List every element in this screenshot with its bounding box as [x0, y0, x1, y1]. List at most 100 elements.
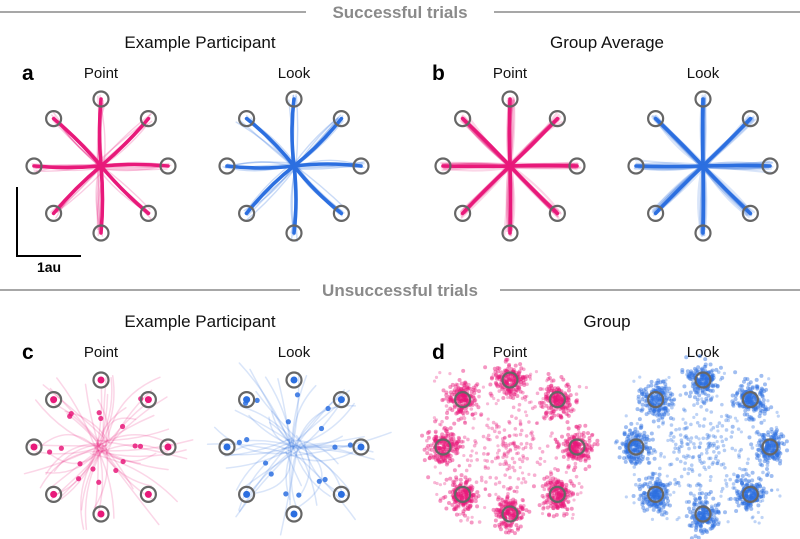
panel-d-point-gaze-point: [574, 448, 579, 453]
panel-d-look-gaze-point: [746, 503, 751, 508]
panel-d-point-gaze-point: [420, 433, 425, 438]
panel-d-point-gaze-point: [513, 447, 518, 451]
panel-d-look-gaze-point: [749, 503, 754, 508]
panel-d-point-gaze-point: [507, 466, 512, 471]
panel-d-point-gaze-point: [516, 477, 521, 481]
panel-d-point-gaze-point: [518, 516, 523, 521]
panel-d-point-gaze-point: [438, 483, 443, 487]
panel-d-look-gaze-point: [717, 450, 721, 455]
panel-d-point-gaze-point: [507, 501, 512, 506]
panel-d-look-gaze-point: [769, 427, 774, 432]
panel-d-point-gaze-point: [485, 452, 490, 457]
panel-c-point-trial-trace: [42, 384, 106, 439]
panel-d-point-gaze-point: [543, 459, 547, 464]
panel-d-look-gaze-point: [635, 459, 640, 464]
panel-b-point-mean-trajectory: [508, 163, 579, 168]
panel-d-point-gaze-point: [523, 445, 528, 450]
panel-d-point-gaze-point: [564, 397, 569, 402]
panel-d-point-gaze-point: [488, 391, 493, 396]
panel-d-look-gaze-point: [628, 428, 632, 432]
panel-d-look-gaze-point: [724, 418, 728, 423]
panel-d-look-gaze-point: [638, 425, 643, 430]
panel-a-point-target-ring: [25, 157, 43, 175]
panel-d-look-gaze-point: [639, 423, 644, 428]
panel-d-look-gaze-point: [664, 384, 668, 389]
panel-d-point-gaze-point: [513, 501, 518, 506]
panel-d-point-gaze-point: [566, 426, 571, 431]
panel-d-look-gaze-point: [751, 407, 756, 412]
panel-d-point-gaze-point: [564, 512, 569, 517]
panel-d-look-gaze-point: [710, 523, 715, 528]
panel-d-point-gaze-point: [552, 493, 557, 497]
panel-d-look-gaze-point: [744, 502, 749, 507]
panel-d-point-gaze-point: [497, 524, 502, 529]
panel-d-point-gaze-point: [557, 481, 562, 486]
panel-d-look-gaze-point: [655, 493, 660, 498]
panel-d-look-gaze-point: [738, 402, 743, 407]
panel-d-point-gaze-point: [497, 377, 502, 382]
panel-d-look-gaze-point: [745, 400, 750, 405]
panel-d-point-gaze-point: [571, 491, 576, 496]
scale-bar: 1au: [16, 187, 81, 275]
panel-c-point-trial-trace: [45, 450, 99, 474]
panel-d-look-gaze-point: [687, 446, 691, 451]
panel-d-look-gaze-point: [663, 399, 668, 404]
panel-d-look-gaze-point: [698, 487, 702, 492]
panel-d-look-gaze-point: [703, 381, 708, 386]
panel-d-point-gaze-point: [563, 448, 568, 453]
panel-d-point-gaze-point: [545, 494, 550, 499]
panel-d-point-gaze-point: [461, 402, 466, 407]
panel-d-look-gaze-point: [669, 462, 674, 467]
panel-d-point-gaze-point: [544, 396, 549, 401]
panel-d-look-gaze-point: [644, 442, 648, 447]
panel-d-point-gaze-point: [556, 441, 561, 446]
panel-c-point-label: Point: [84, 344, 119, 361]
panel-d-point-gaze-point: [495, 384, 500, 389]
panel-d-look-gaze-point: [654, 398, 659, 403]
panel-d-point-gaze-point: [559, 479, 564, 484]
panel-d-look-gaze-point: [707, 388, 711, 392]
panel-d-look-gaze-point: [677, 516, 681, 520]
panel-d-point-gaze-point: [544, 410, 549, 415]
panel-a-point-target-ring: [45, 204, 63, 222]
panel-d-point-gaze-point: [469, 499, 474, 504]
panel-d-point-gaze-point: [461, 394, 466, 399]
panel-d-look-gaze-point: [690, 381, 695, 386]
panel-d-point-gaze-point: [458, 396, 463, 401]
panel-d-point-gaze-point: [497, 508, 502, 513]
panel-d-look-gaze-point: [684, 514, 689, 519]
panel-d-look-gaze-point: [709, 474, 713, 479]
panel-c-point-target-ring: [25, 438, 43, 456]
panel-c-point-target-ring: [139, 485, 157, 503]
panel-d-point-gaze-point: [518, 505, 523, 510]
panel-d-point-gaze-point: [456, 386, 461, 391]
panel-d-point-gaze-point: [545, 492, 550, 497]
panel-d-point-gaze-point: [537, 503, 542, 508]
panel-d-look-gaze-point: [646, 484, 651, 489]
panel-d-point-gaze-point: [471, 385, 476, 390]
panel-d-point-gaze-point: [540, 450, 545, 454]
panel-d-look-gaze-point: [645, 445, 650, 450]
panel-d-look-gaze-point: [637, 388, 642, 393]
panel-d-point-gaze-point: [574, 474, 579, 479]
panel-d-point-gaze-point: [433, 438, 438, 443]
panel-d-point-gaze-point: [495, 507, 500, 512]
panel-d-point-gaze-point: [457, 444, 462, 449]
panel-d-look-gaze-point: [744, 397, 749, 402]
panel-d-point-gaze-point: [493, 518, 498, 523]
panel-d-point-gaze-point: [461, 493, 466, 498]
panel-d-point-gaze-point: [544, 394, 549, 399]
panel-d-look-gaze-point: [699, 367, 704, 372]
panel-d-point-gaze-point: [495, 365, 500, 370]
panel-d-look-gaze-point: [689, 371, 693, 375]
panel-d-point-gaze-point: [556, 492, 561, 497]
panel-d-point-gaze-point: [428, 453, 433, 458]
panel-d-point-gaze-point: [583, 458, 588, 463]
panel-d-point-gaze-point: [540, 511, 545, 516]
panel-d-point-gaze-point: [543, 411, 548, 416]
panel-d-look-gaze-point: [708, 456, 713, 461]
panel-d-look-gaze-point: [627, 432, 632, 437]
panel-d-point-gaze-point: [511, 511, 516, 516]
panel-d-look-gaze-point: [641, 388, 646, 393]
panel-d-look-gaze-point: [622, 432, 627, 437]
